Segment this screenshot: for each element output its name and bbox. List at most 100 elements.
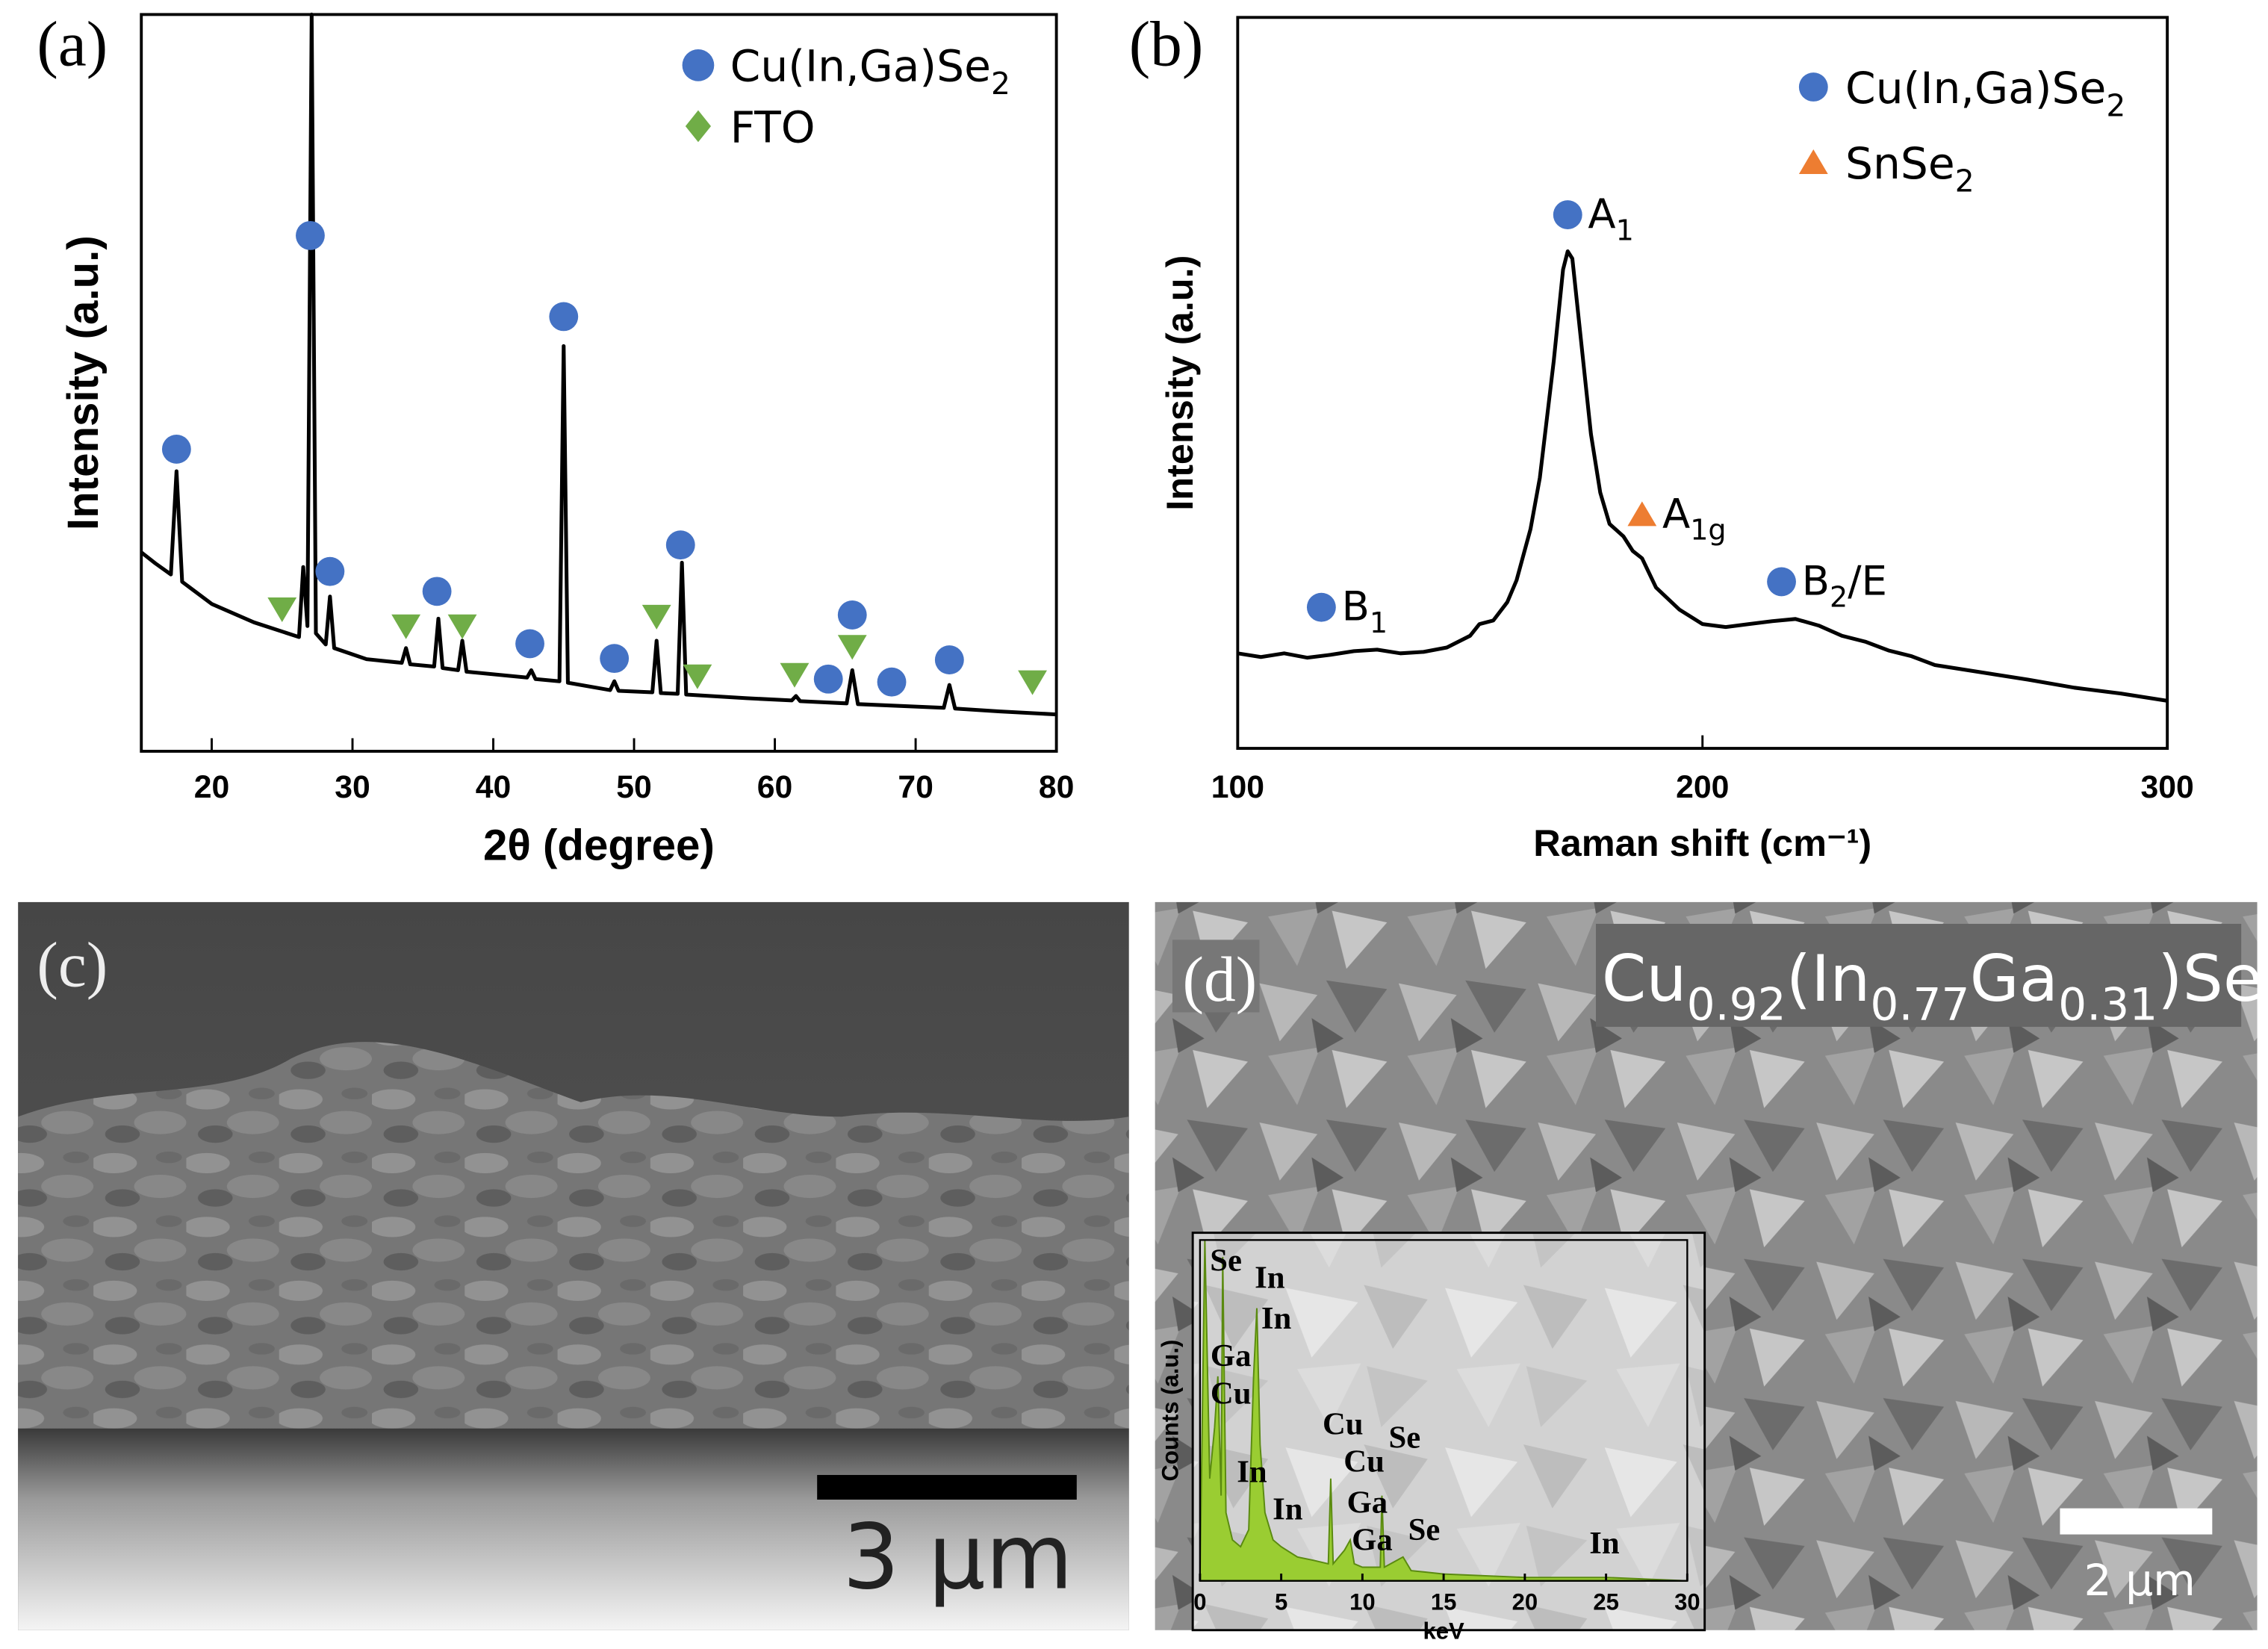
- scale-bar-label: 2 μm: [2084, 1555, 2196, 1606]
- marker-label: A1: [1588, 190, 1633, 246]
- marker: [315, 556, 345, 586]
- peak-label: Ga: [1211, 1338, 1252, 1373]
- text-part: SnSe: [1845, 138, 1955, 189]
- x-tick-label: 60: [757, 769, 793, 805]
- text-part: Cu(In,Ga)Se: [730, 41, 991, 92]
- legend-marker: [682, 49, 715, 81]
- marker: [1018, 670, 1047, 695]
- panel-label: (c): [37, 931, 108, 1001]
- legend-label: Cu(In,Ga)Se2: [730, 41, 1010, 102]
- marker: [780, 662, 810, 688]
- x-tick-label: 20: [194, 769, 230, 805]
- peak-label: Ga: [1352, 1523, 1393, 1558]
- text-part: 2: [991, 66, 1010, 102]
- peak-label: Cu: [1323, 1406, 1364, 1441]
- text-part: B: [1802, 557, 1830, 604]
- marker: [1306, 592, 1336, 622]
- y-axis-label: Intensity (a.u.): [59, 235, 108, 530]
- legend-label: SnSe2: [1845, 138, 1975, 199]
- text-part: 2: [1830, 581, 1848, 614]
- text-part: FTO: [730, 102, 815, 152]
- peak-label: Se: [1210, 1243, 1242, 1278]
- x-tick-label: 30: [1674, 1589, 1700, 1615]
- text-part: 0.77: [1870, 979, 1969, 1031]
- x-axis-label: 2θ (degree): [483, 822, 715, 870]
- marker: [837, 600, 867, 630]
- peak-label: In: [1273, 1492, 1303, 1527]
- x-tick-label: 80: [1039, 769, 1075, 805]
- marker: [267, 597, 297, 623]
- marker: [683, 664, 712, 689]
- text-part: 0.31: [2058, 979, 2157, 1031]
- x-tick-label: 30: [335, 769, 370, 805]
- panel-label: (d): [1183, 945, 1258, 1015]
- marker: [515, 629, 544, 659]
- data-line: [140, 12, 1057, 717]
- text-part: 2: [2262, 979, 2268, 1031]
- film-layer: [18, 1042, 1129, 1429]
- x-tick-label: 40: [476, 769, 512, 805]
- text-part: Cu(In,Ga)Se: [1845, 63, 2106, 114]
- x-tick-label: 5: [1275, 1589, 1287, 1615]
- text-part: 1: [1616, 214, 1634, 246]
- peak-label: In: [1237, 1454, 1267, 1489]
- data-area: [1199, 1240, 1688, 1582]
- text-part: A: [1588, 190, 1615, 237]
- text-part: B: [1342, 583, 1370, 630]
- legend-marker: [685, 110, 712, 143]
- x-axis-label: keV: [1423, 1618, 1464, 1644]
- marker: [1553, 200, 1582, 229]
- marker: [1767, 567, 1796, 597]
- x-tick-label: 25: [1593, 1589, 1619, 1615]
- peak-label: Cu: [1343, 1444, 1385, 1479]
- peak-label: Ga: [1347, 1485, 1388, 1520]
- legend-marker: [1798, 149, 1828, 175]
- marker: [837, 635, 867, 660]
- peak-label: Cu: [1211, 1376, 1252, 1411]
- label-box: [1172, 940, 1260, 1013]
- marker: [161, 435, 191, 464]
- marker: [641, 604, 671, 630]
- panel-label: (a): [37, 9, 108, 79]
- plot-frame: [140, 13, 1058, 753]
- text-part: (In: [1786, 942, 1871, 1016]
- label-box: [1596, 924, 2242, 1027]
- text-part: 1g: [1690, 514, 1726, 547]
- marker-label: B2/E: [1802, 557, 1887, 613]
- peak-label: In: [1255, 1260, 1285, 1295]
- text-part: Cu: [1602, 942, 1687, 1016]
- scale-bar-label: 3 μm: [842, 1505, 1073, 1609]
- text-part: 0.92: [1687, 979, 1786, 1031]
- marker: [422, 577, 452, 606]
- marker: [934, 645, 964, 675]
- x-tick-label: 15: [1431, 1589, 1457, 1615]
- marker: [391, 614, 421, 639]
- peak-label: In: [1261, 1301, 1292, 1336]
- scale-bar: [2060, 1508, 2213, 1535]
- legend-marker: [1798, 72, 1828, 102]
- peak-label: In: [1589, 1526, 1620, 1561]
- substrate-layer: [18, 1428, 1129, 1630]
- text-part: Ga: [1970, 942, 2059, 1016]
- marker-label: B1: [1342, 583, 1388, 639]
- text-part: A: [1662, 490, 1690, 537]
- panel-label: (b): [1129, 9, 1204, 79]
- x-tick-label: 20: [1512, 1589, 1538, 1615]
- data-line: [1237, 249, 2168, 703]
- marker: [1627, 501, 1657, 527]
- y-axis-label: Counts (a.u.): [1158, 1340, 1184, 1482]
- x-axis-label: Raman shift (cm⁻¹): [1533, 822, 1871, 864]
- x-tick-label: 50: [616, 769, 652, 805]
- text-part: 2: [2106, 87, 2125, 123]
- text-part: 2: [1955, 163, 1975, 199]
- x-tick-label: 10: [1349, 1589, 1376, 1615]
- sem-cross-section: [18, 901, 1129, 1630]
- scale-bar: [817, 1474, 1077, 1500]
- text-part: 1: [1370, 606, 1388, 639]
- marker: [665, 530, 695, 560]
- peak-label: Se: [1389, 1420, 1421, 1456]
- x-tick-label: 200: [1676, 769, 1729, 805]
- marker: [877, 667, 907, 697]
